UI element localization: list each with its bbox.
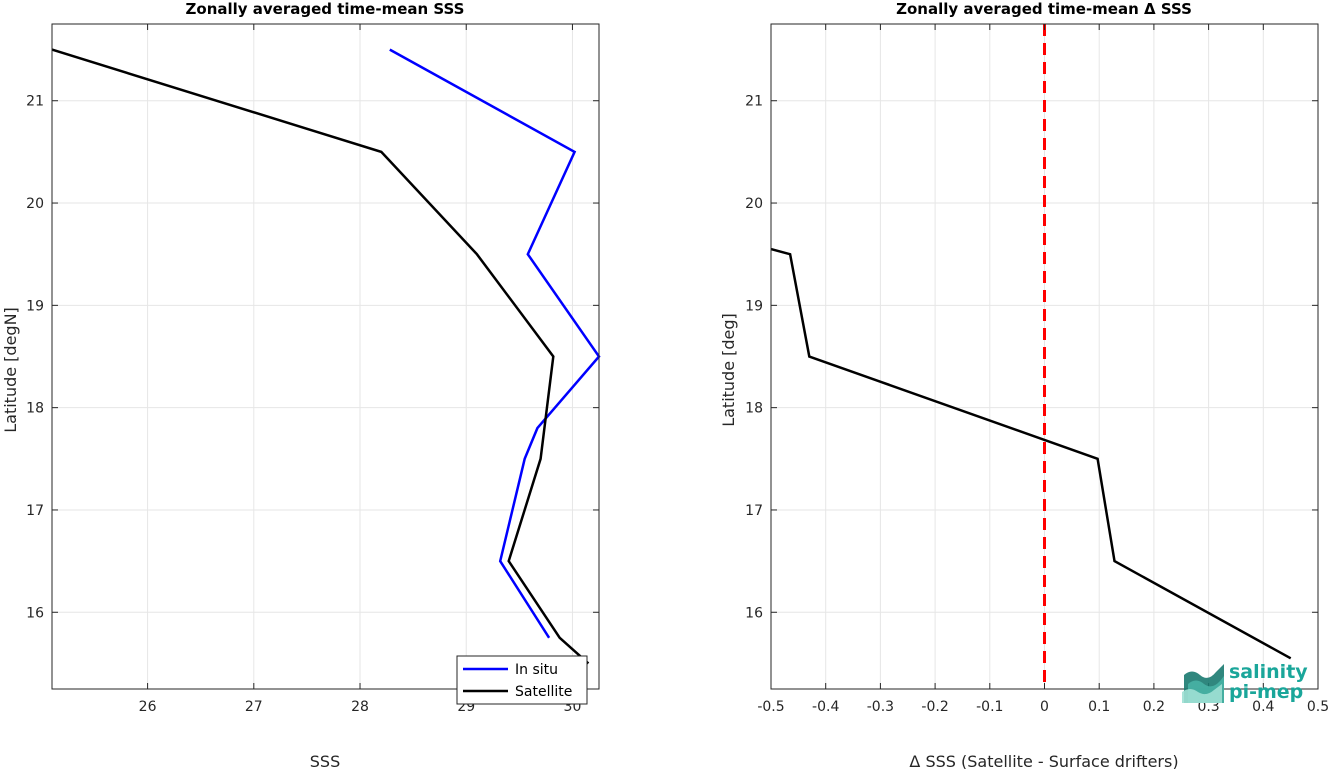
logo-line1: salinity bbox=[1229, 661, 1308, 683]
delta-xtick-label: -0.1 bbox=[976, 699, 1003, 715]
sss-series-group bbox=[51, 48, 601, 665]
sss-xtick-label: 28 bbox=[351, 699, 369, 715]
sss-ytick-label: 20 bbox=[26, 196, 44, 212]
delta-xtick-label: -0.5 bbox=[757, 699, 784, 715]
logo-wave-icon bbox=[1182, 664, 1224, 703]
sss-ytick-label: 18 bbox=[26, 401, 44, 417]
legend-box bbox=[456, 655, 588, 705]
delta-xlabel: Δ SSS (Satellite - Surface drifters) bbox=[909, 752, 1178, 769]
delta-xtick-label: 0.1 bbox=[1088, 699, 1110, 715]
delta-title: Zonally averaged time-mean Δ SSS bbox=[896, 0, 1192, 18]
sss-line-in-situ bbox=[389, 48, 601, 639]
logo-line2: pi-mep bbox=[1229, 681, 1303, 703]
delta-sss-panel: -0.5 -0.4 -0.3 -0.2 -0.1 0 0.1 0.2 0.3 0.4 0.51617… bbox=[719, 0, 1329, 769]
delta-xtick-label: 0.4 bbox=[1252, 699, 1274, 715]
delta-ytick-label: 17 bbox=[745, 503, 763, 519]
delta-ylabel: Latitude [deg] bbox=[719, 313, 738, 427]
sss-axes-box bbox=[51, 23, 600, 690]
sss-ylabel: Latitude [degN] bbox=[1, 307, 20, 433]
delta-line-series-0 bbox=[770, 247, 1292, 660]
salinity-pi-mep-logo: salinity pi-mep bbox=[1182, 661, 1308, 703]
delta-ytick-label: 19 bbox=[745, 298, 763, 314]
sss-title: Zonally averaged time-mean SSS bbox=[186, 0, 465, 18]
sss-grid bbox=[52, 24, 599, 689]
delta-ytick-label: 21 bbox=[745, 94, 763, 110]
sss-xtick-label: 26 bbox=[139, 699, 157, 715]
sss-xlabel: SSS bbox=[310, 752, 340, 769]
delta-xtick-label: 0 bbox=[1040, 699, 1049, 715]
legend-label-satellite: Satellite bbox=[515, 684, 572, 700]
sss-ytick-label: 19 bbox=[26, 298, 44, 314]
delta-xtick-label: -0.3 bbox=[867, 699, 894, 715]
delta-series-group bbox=[770, 247, 1292, 660]
delta-ticks: -0.5 -0.4 -0.3 -0.2 -0.1 0 0.1 0.2 0.3 0.4 0.51617… bbox=[745, 24, 1329, 715]
delta-xtick-label: -0.4 bbox=[812, 699, 839, 715]
sss-legend: In situ Satellite bbox=[456, 655, 588, 705]
sss-ytick-label: 16 bbox=[26, 605, 44, 621]
legend-label-in-situ: In situ bbox=[515, 662, 558, 678]
delta-ytick-label: 18 bbox=[745, 401, 763, 417]
delta-ytick-label: 20 bbox=[745, 196, 763, 212]
delta-xtick-label: -0.2 bbox=[921, 699, 948, 715]
sss-line-satellite bbox=[51, 48, 590, 665]
sss-ytick-label: 21 bbox=[26, 94, 44, 110]
sss-ytick-label: 17 bbox=[26, 503, 44, 519]
delta-xtick-label: 0.5 bbox=[1307, 699, 1329, 715]
delta-ytick-label: 16 bbox=[745, 605, 763, 621]
sss-xtick-label: 27 bbox=[245, 699, 263, 715]
delta-xtick-label: 0.2 bbox=[1143, 699, 1165, 715]
